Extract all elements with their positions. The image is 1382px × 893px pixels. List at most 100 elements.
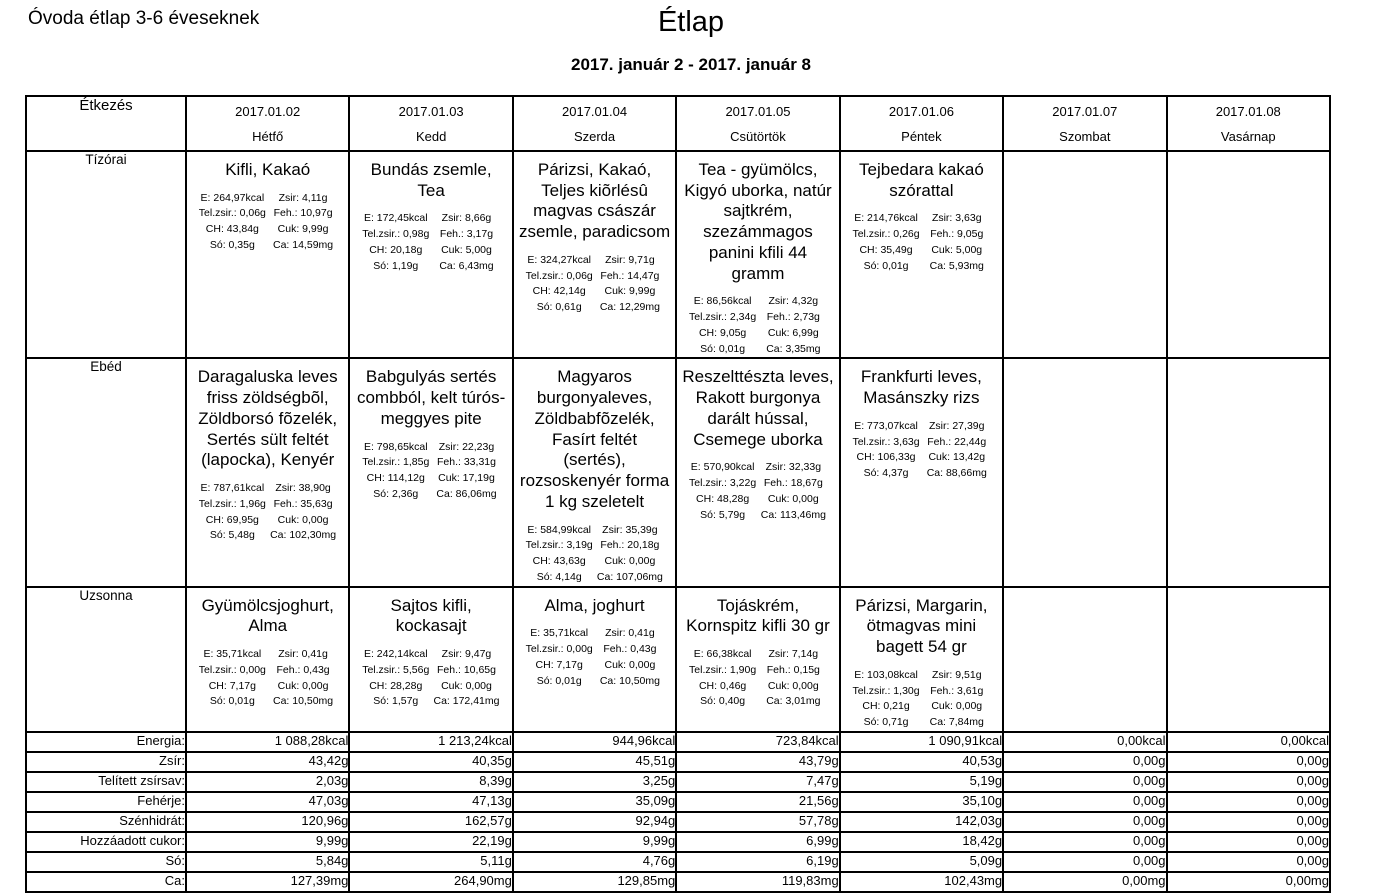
nutrition-line: Feh.: 10,65g (437, 663, 496, 676)
column-header-day: Csütörtök (730, 129, 786, 144)
summary-row: Hozzáadott cukor: 9,99g 22,19g 9,99g 6,99g 18… (25, 830, 1332, 853)
summary-value: 47,13g (348, 790, 514, 813)
nutrition-line: Tel.zsir.: 0,00g (525, 643, 593, 656)
summary-value: 6,19g (675, 850, 841, 873)
menu-name: Alma, joghurt (544, 595, 645, 615)
menu-name: Párizsi, Margarin, ötmagvas mini bagett … (855, 595, 988, 657)
meal-cell (1165, 357, 1332, 588)
nutrition-line: Zsir: 35,39g (602, 523, 658, 536)
column-header-date: 2017.01.07 (1052, 104, 1118, 119)
nutrition-block: E: 86,56kcal Zsir: 4,32g Tel.zsir.: 2,34g F… (678, 294, 837, 356)
summary-value: 0,00g (1165, 810, 1332, 833)
nutrition-line: Só: 4,37g (863, 467, 909, 480)
column-header-2017.01.04: 2017.01.04 Szerda (511, 95, 678, 152)
nutrition-line: Só: 0,40g (700, 695, 746, 708)
nutrition-line: Cuk: 0,00g (441, 679, 492, 692)
nutrition-line: CH: 0,21g (862, 700, 910, 713)
meal-cell: Frankfurti leves, Masánszky rizs E: 773,0… (838, 357, 1005, 588)
nutrition-block: E: 214,76kcal Zsir: 3,63g Tel.zsir.: 0,26g… (842, 211, 1001, 274)
nutrition-line: Cuk: 5,00g (931, 243, 983, 256)
summary-value: 5,11g (348, 850, 514, 873)
column-header-day: Vasárnap (1220, 129, 1276, 144)
nutrition-line: Cuk: 6,99g (767, 326, 819, 339)
nutrition-line: Ca: 7,84mg (929, 716, 984, 728)
nutrition-line: Cuk: 9,99g (604, 285, 656, 298)
nutrition-line: Tel.zsir.: 0,06g (525, 269, 593, 282)
nutrition-line: Ca: 3,35mg (766, 342, 821, 355)
nutrition-line: Zsir: 32,33g (765, 461, 822, 474)
summary-label: Só: (25, 850, 187, 873)
meal-cell: Alma, joghurt E: 35,71kcal Zsir: 0,41g Tel.… (511, 585, 678, 733)
column-header-2017.01.08: 2017.01.08 Vasárnap (1165, 95, 1332, 152)
nutrition-line: Tel.zsir.: 1,96g (198, 497, 266, 510)
nutrition-line: E: 773,07kcal (854, 419, 918, 432)
column-header-2017.01.07: 2017.01.07 Szombat (1002, 95, 1168, 152)
summary-value: 6,99g (675, 830, 841, 853)
column-header-day: Szombat (1059, 129, 1111, 144)
menu-name: Sajtos kifli, kockasajt (390, 595, 472, 636)
summary-label: Szénhidrát: (25, 810, 187, 833)
summary-row: Szénhidrát: 120,96g 162,57g 92,94g 57,78g 142… (25, 810, 1332, 833)
nutrition-line: Tel.zsir.: 1,30g (852, 684, 920, 697)
column-header-2017.01.06: 2017.01.06 Péntek (838, 95, 1005, 152)
summary-label: Telített zsírsav: (25, 770, 187, 793)
summary-value: 35,09g (511, 790, 678, 813)
column-header-date: 2017.01.06 (888, 104, 954, 119)
meal-cell (1165, 585, 1332, 733)
nutrition-line: CH: 69,95g (205, 513, 259, 526)
nutrition-block: E: 584,99kcal Zsir: 35,39g Tel.zsir.: 3,19… (515, 523, 674, 585)
nutrition-line: Feh.: 33,31g (437, 456, 496, 469)
summary-label: Fehérje: (25, 790, 187, 813)
nutrition-line: Só: 0,01g (209, 695, 255, 708)
nutrition-line: E: 66,38kcal (693, 648, 752, 661)
nutrition-line: Tel.zsir.: 0,06g (198, 207, 266, 220)
nutrition-block: E: 242,14kcal Zsir: 9,47g Tel.zsir.: 5,56g… (351, 647, 510, 710)
nutrition-line: Feh.: 2,73g (766, 311, 820, 324)
nutrition-line: CH: 43,63g (532, 555, 586, 568)
document-subtitle: 2017. január 2 - 2017. január 8 (570, 55, 812, 74)
meal-cell (1165, 149, 1332, 360)
row-label-tizorai: Tízórai (25, 149, 187, 360)
menu-name: Daragaluska leves friss zöldségbõl, Zöld… (197, 367, 338, 470)
nutrition-line: Cuk: 5,00g (441, 243, 492, 256)
document-left-title: Óvoda étlap 3-6 éveseknek (28, 8, 260, 29)
nutrition-block: E: 103,08kcal Zsir: 9,51g Tel.zsir.: 1,30g… (842, 668, 1001, 730)
summary-value: 0,00mg (1002, 870, 1168, 893)
column-header-day: Péntek (901, 129, 942, 144)
nutrition-line: Tel.zsir.: 0,98g (362, 228, 430, 241)
corner-header: Étkezés (25, 95, 187, 152)
nutrition-line: Feh.: 18,67g (763, 477, 823, 490)
summary-value: 142,03g (838, 810, 1005, 833)
nutrition-line: Ca: 3,01mg (766, 695, 821, 708)
nutrition-block: E: 773,07kcal Zsir: 27,39g Tel.zsir.: 3,63… (842, 419, 1001, 482)
summary-value: 43,42g (184, 750, 351, 773)
nutrition-line: Feh.: 14,47g (600, 269, 660, 282)
meal-cell (1002, 585, 1168, 733)
meal-row-ebed: Ebéd Daragaluska leves friss zöldségbõl, … (25, 357, 1332, 588)
summary-value: 0,00g (1002, 850, 1168, 873)
nutrition-line: Só: 5,79g (700, 508, 746, 521)
summary-value: 0,00g (1002, 790, 1168, 813)
nutrition-line: Zsir: 9,47g (441, 648, 492, 661)
menu-name: Magyaros burgonyaleves, Zöldbabfõzelék, … (519, 367, 670, 511)
nutrition-line: Cuk: 0,00g (277, 513, 329, 526)
header-row: Étkezés 2017.01.02 Hétfő 2017.01.03 Kedd 2017… (25, 95, 1332, 152)
nutrition-line: Tel.zsir.: 3,22g (689, 477, 757, 490)
summary-value: 5,09g (838, 850, 1005, 873)
summary-value: 3,25g (511, 770, 678, 793)
nutrition-line: Zsir: 0,41g (605, 627, 655, 640)
nutrition-line: E: 172,45kcal (363, 212, 428, 225)
nutrition-line: Feh.: 3,61g (930, 684, 984, 697)
summary-label: Hozzáadott cukor: (25, 830, 187, 853)
nutrition-line: Ca: 10,50mg (599, 674, 660, 687)
nutrition-line: Zsir: 22,23g (438, 440, 495, 453)
nutrition-line: CH: 42,14g (532, 285, 586, 298)
nutrition-line: CH: 35,49g (859, 243, 913, 256)
document-header: Óvoda étlap 3-6 éveseknek Étlap 2017. ja… (0, 0, 1382, 95)
summary-value: 162,57g (348, 810, 514, 833)
nutrition-line: Cuk: 0,00g (604, 555, 656, 568)
meal-cell: Daragaluska leves friss zöldségbõl, Zöld… (184, 357, 351, 588)
nutrition-block: E: 264,97kcal Zsir: 4,11g Tel.zsir.: 0,06g… (188, 191, 347, 254)
menu-name: Reszelttészta leves, Rakott burgonya dar… (682, 367, 834, 449)
summary-value: 120,96g (184, 810, 351, 833)
